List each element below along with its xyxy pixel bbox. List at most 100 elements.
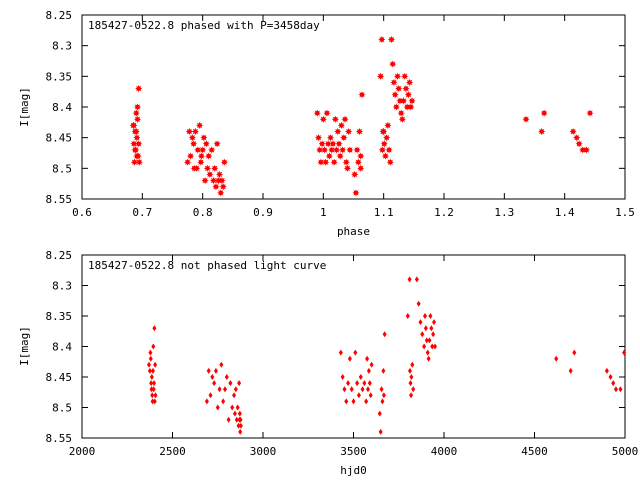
data-point <box>200 134 208 142</box>
data-point <box>338 349 343 356</box>
data-point <box>360 386 365 393</box>
data-point <box>205 152 213 160</box>
data-point <box>235 404 240 411</box>
data-point <box>622 349 627 356</box>
data-point <box>358 91 366 99</box>
x-tick-label: 1 <box>320 206 327 219</box>
data-point <box>149 374 154 380</box>
data-point <box>540 109 548 117</box>
data-point <box>188 134 197 142</box>
data-point <box>208 392 213 399</box>
data-point <box>384 121 392 129</box>
data-point <box>611 380 616 387</box>
data-point <box>389 60 397 68</box>
data-point <box>385 146 393 154</box>
data-point <box>381 392 386 399</box>
data-point <box>337 121 346 129</box>
data-point <box>213 367 218 374</box>
data-point <box>398 115 406 123</box>
y-tick-label: 8.4 <box>52 341 72 354</box>
data-point <box>130 140 138 148</box>
y-tick-label: 8.35 <box>46 70 73 83</box>
data-point <box>342 158 350 166</box>
data-point <box>203 164 212 172</box>
y-tick-label: 8.35 <box>46 310 73 323</box>
data-point <box>422 313 427 319</box>
data-point <box>219 361 224 368</box>
data-point <box>379 386 384 393</box>
data-point <box>345 127 353 136</box>
data-point <box>146 361 151 368</box>
data-point <box>572 349 577 356</box>
data-point <box>194 146 202 154</box>
data-point <box>212 183 220 191</box>
data-point <box>390 78 398 87</box>
data-point <box>217 386 222 393</box>
data-point <box>213 140 221 148</box>
x-tick-label: 1.2 <box>434 206 454 219</box>
data-point <box>362 380 367 387</box>
data-point <box>220 158 228 166</box>
data-point <box>330 158 338 166</box>
data-point <box>426 355 431 362</box>
data-point <box>416 300 421 307</box>
data-point <box>344 398 349 405</box>
data-point <box>217 189 225 197</box>
data-point <box>411 386 416 393</box>
data-point <box>222 386 227 393</box>
data-point <box>582 146 590 154</box>
data-point <box>199 146 207 154</box>
data-point <box>230 404 235 411</box>
data-point <box>573 134 581 142</box>
data-point <box>397 109 405 117</box>
x-tick-label: 2500 <box>159 445 186 458</box>
data-point <box>343 164 352 172</box>
data-point <box>391 91 399 99</box>
data-point <box>326 134 335 142</box>
data-point <box>405 313 410 319</box>
data-point <box>395 85 403 93</box>
data-point <box>320 146 329 154</box>
data-point <box>206 170 214 179</box>
data-point <box>233 386 238 393</box>
data-point <box>185 127 193 136</box>
data-point <box>232 392 237 399</box>
data-point <box>196 121 204 129</box>
data-point <box>575 140 583 148</box>
data-point <box>324 140 332 148</box>
data-point <box>135 140 143 148</box>
data-point <box>340 374 345 380</box>
chart-title: 185427-0522.8 phased with P=3458day <box>88 19 320 32</box>
x-tick-label: 0.8 <box>193 206 213 219</box>
data-point <box>430 343 435 350</box>
data-point <box>317 158 325 166</box>
data-point <box>380 398 385 405</box>
data-point <box>414 276 419 283</box>
data-point <box>408 97 416 105</box>
x-tick-label: 4500 <box>521 445 548 458</box>
data-point <box>409 374 414 380</box>
x-axis-label: phase <box>337 225 370 238</box>
data-point <box>378 35 386 44</box>
chart-title: 185427-0522.8 not phased light curve <box>88 259 326 272</box>
data-point <box>407 276 412 283</box>
x-tick-label: 1.1 <box>374 206 394 219</box>
data-point <box>432 343 437 350</box>
data-point <box>369 361 374 368</box>
data-point <box>341 115 349 123</box>
data-point <box>329 140 337 148</box>
data-point <box>201 177 209 185</box>
data-point <box>226 416 231 423</box>
y-tick-label: 8.55 <box>46 432 73 445</box>
data-point <box>237 410 242 417</box>
data-point <box>151 343 156 350</box>
data-point <box>215 404 220 411</box>
data-point <box>538 127 546 136</box>
data-point <box>318 140 326 148</box>
data-point <box>410 361 415 368</box>
x-tick-label: 3000 <box>250 445 277 458</box>
x-tick-label: 0.6 <box>72 206 92 219</box>
data-point <box>334 127 342 136</box>
